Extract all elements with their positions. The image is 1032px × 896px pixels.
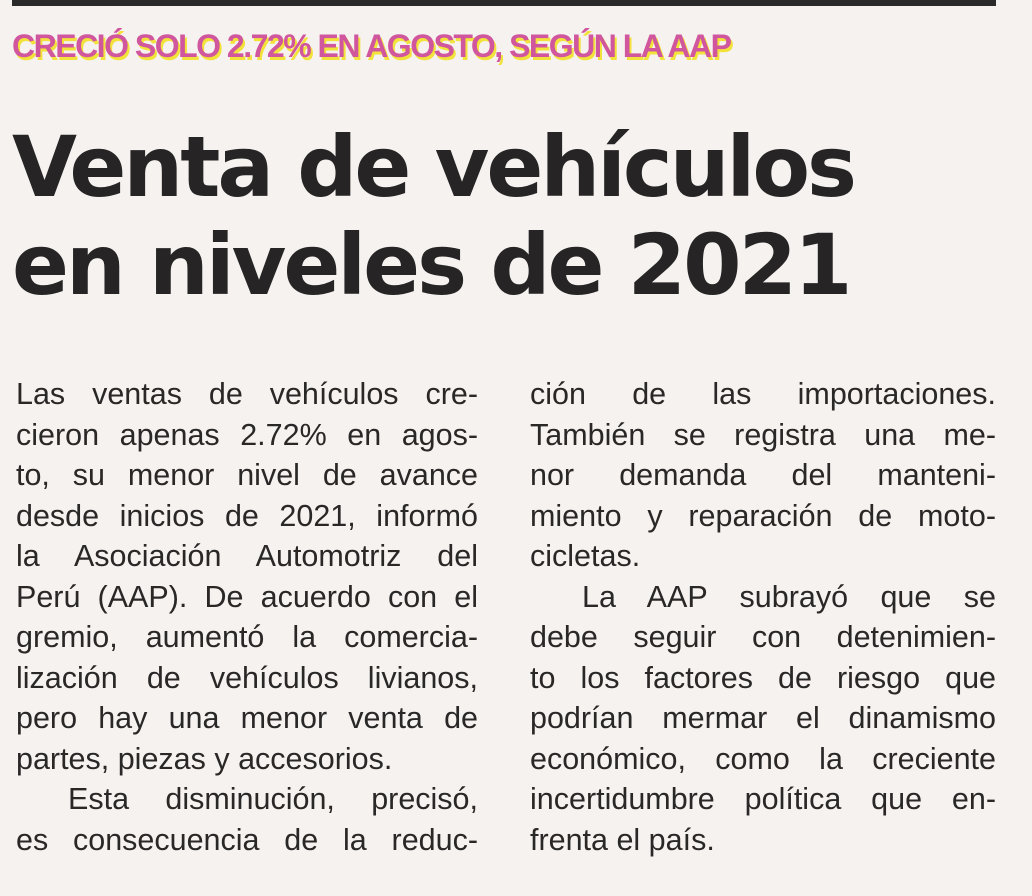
body-line: debe seguir con detenimien- <box>530 620 996 654</box>
body-line: pero hay una menor venta de <box>16 701 478 735</box>
body-line: podrían mermar el dinamismo <box>530 701 996 735</box>
body-line-paragraph-start: La AAP subrayó que se <box>582 579 996 614</box>
body-line: incertidumbre política que en- <box>530 782 996 816</box>
body-line: ción de las importaciones. <box>530 377 996 411</box>
top-rule-divider <box>12 0 996 6</box>
body-line: gremio, aumentó la comercia- <box>16 620 478 654</box>
body-line: to los factores de riesgo que <box>530 660 996 695</box>
body-line: to, su menor nivel de avance <box>16 458 478 492</box>
body-column-1: Las ventas de vehículos cre- cieron apen… <box>16 374 478 860</box>
body-line: Perú (AAP). De acuerdo con el <box>16 579 478 614</box>
body-line: También se registra una me- <box>530 417 996 452</box>
headline-line-1: Venta de vehículos <box>12 118 857 216</box>
headline: Venta de vehículos en niveles de 2021 <box>12 118 857 314</box>
body-line: miento y reparación de moto- <box>530 498 996 533</box>
kicker-subheading: CRECIÓ SOLO 2.72% EN AGOSTO, SEGÚN LA AA… <box>12 28 732 64</box>
body-line: es consecuencia de la reduc- <box>16 822 478 857</box>
body-line: nor demanda del manteni- <box>530 458 996 492</box>
body-line: lización de vehículos livianos, <box>16 660 478 695</box>
body-line-paragraph-start: Esta disminución, precisó, <box>68 782 478 816</box>
body-line: cieron apenas 2.72% en agos- <box>16 417 478 452</box>
body-line: Las ventas de vehículos cre- <box>16 377 478 411</box>
headline-line-2: en niveles de 2021 <box>12 216 852 314</box>
body-line: la Asociación Automotriz del <box>16 539 478 573</box>
body-line: desde inicios de 2021, informó <box>16 498 478 533</box>
body-line: frenta el país. <box>530 822 715 857</box>
body-column-2: ción de las importaciones. También se re… <box>530 374 996 860</box>
body-line: partes, piezas y accesorios. <box>16 741 393 776</box>
body-line: económico, como la creciente <box>530 741 996 776</box>
body-line: cicletas. <box>530 539 641 573</box>
